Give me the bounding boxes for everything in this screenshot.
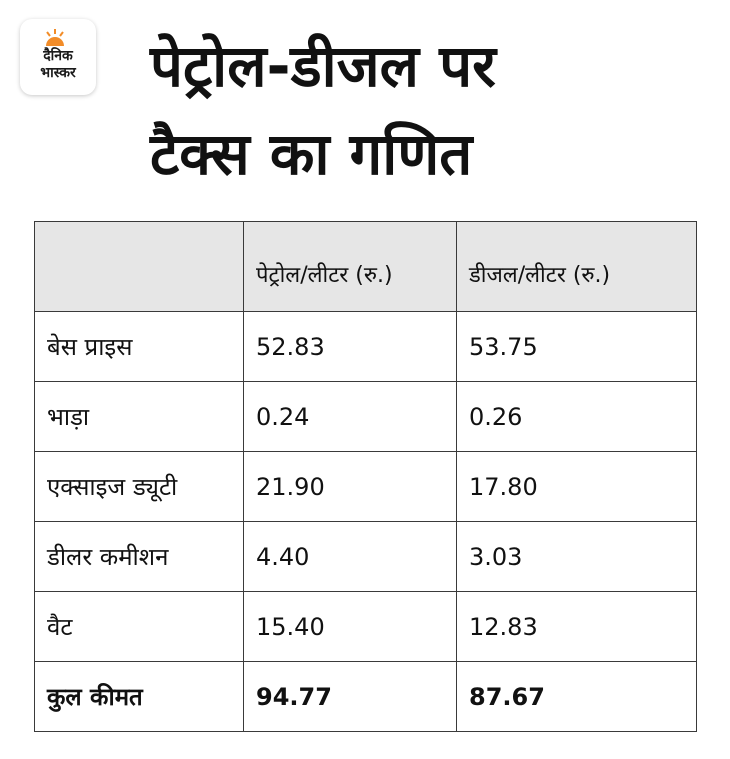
table-row: एक्साइज ड्यूटी 21.90 17.80 xyxy=(34,451,697,522)
tax-table: पेट्रोल/लीटर (रु.) डीजल/लीटर (रु.) बेस प… xyxy=(34,221,697,732)
header-diesel: डीजल/लीटर (रु.) xyxy=(456,221,697,312)
logo-text-line2: भास्कर xyxy=(40,65,76,81)
table-row: बेस प्राइस 52.83 53.75 xyxy=(34,311,697,382)
table-row: वैट 15.40 12.83 xyxy=(34,591,697,662)
diesel-value: 0.26 xyxy=(456,381,697,452)
total-diesel: 87.67 xyxy=(456,661,697,732)
petrol-value: 0.24 xyxy=(243,381,457,452)
header-empty xyxy=(34,221,244,312)
row-label: भाड़ा xyxy=(34,381,244,452)
table-row: डीलर कमीशन 4.40 3.03 xyxy=(34,521,697,592)
page-title: पेट्रोल-डीजल पर टैक्स का गणित xyxy=(150,22,710,198)
table-row: भाड़ा 0.24 0.26 xyxy=(34,381,697,452)
dainik-bhaskar-logo: दैनिक भास्कर xyxy=(20,19,96,95)
petrol-value: 15.40 xyxy=(243,591,457,662)
diesel-value: 3.03 xyxy=(456,521,697,592)
title-line2: टैक्स का गणित xyxy=(150,120,473,188)
total-label: कुल कीमत xyxy=(34,661,244,732)
table-header-row: पेट्रोल/लीटर (रु.) डीजल/लीटर (रु.) xyxy=(34,221,697,312)
row-label: बेस प्राइस xyxy=(34,311,244,382)
title-line1: पेट्रोल-डीजल पर xyxy=(150,32,496,100)
logo-text-line1: दैनिक xyxy=(43,48,73,64)
petrol-value: 21.90 xyxy=(243,451,457,522)
total-petrol: 94.77 xyxy=(243,661,457,732)
total-row: कुल कीमत 94.77 87.67 xyxy=(34,661,697,732)
row-label: वैट xyxy=(34,591,244,662)
row-label: डीलर कमीशन xyxy=(34,521,244,592)
petrol-value: 4.40 xyxy=(243,521,457,592)
diesel-value: 17.80 xyxy=(456,451,697,522)
diesel-value: 12.83 xyxy=(456,591,697,662)
diesel-value: 53.75 xyxy=(456,311,697,382)
sun-icon xyxy=(46,29,64,46)
petrol-value: 52.83 xyxy=(243,311,457,382)
row-label: एक्साइज ड्यूटी xyxy=(34,451,244,522)
header-petrol: पेट्रोल/लीटर (रु.) xyxy=(243,221,457,312)
